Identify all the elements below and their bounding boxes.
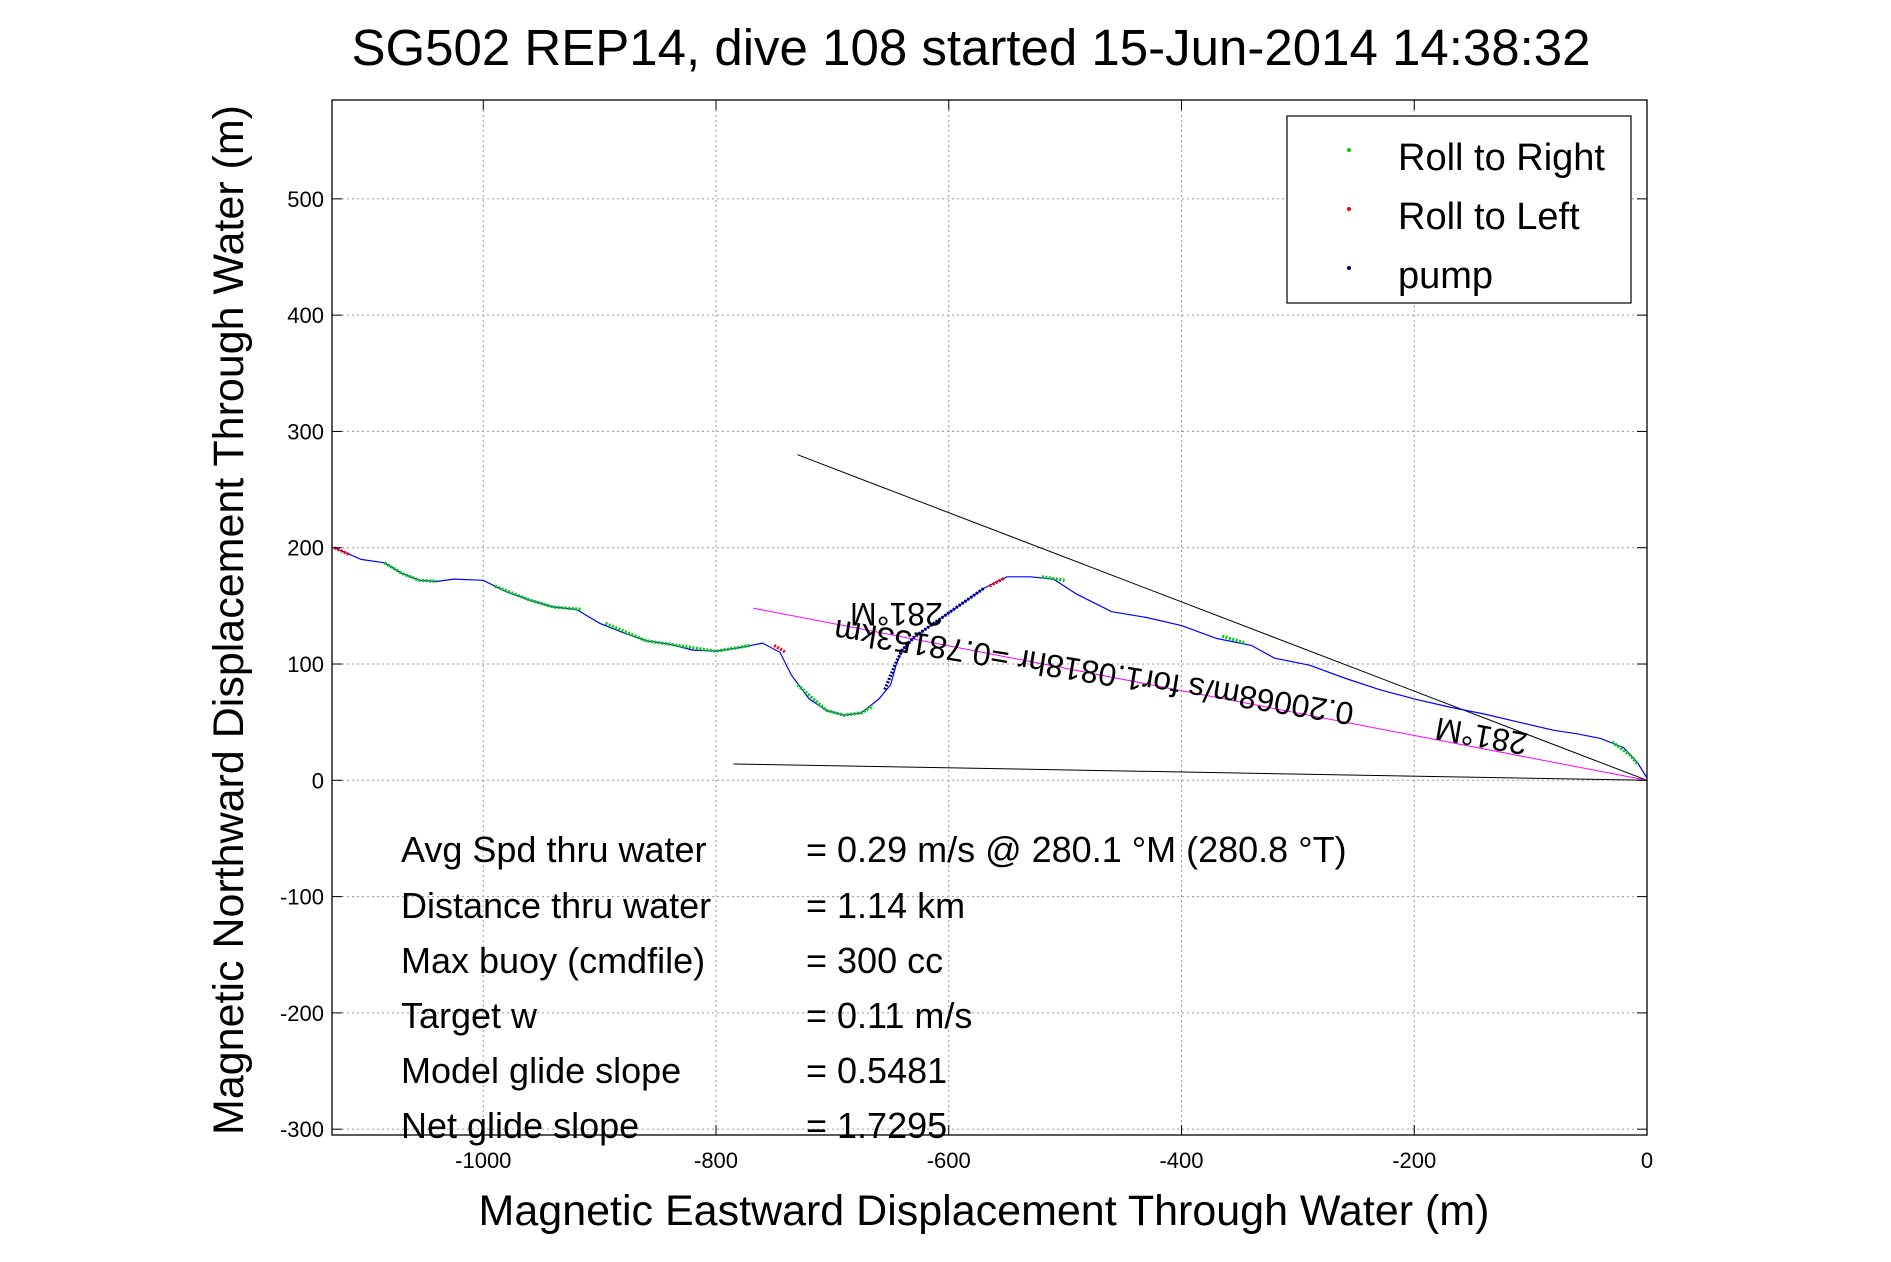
reference-lines (733, 454, 1648, 781)
x-tick-label: 0 (1641, 1148, 1653, 1173)
stat-value-net-glide: = 1.7295 (806, 1105, 947, 1146)
legend-label-roll-right: Roll to Right (1398, 137, 1605, 179)
y-tick-label: -100 (280, 885, 324, 910)
roll-left-segment (333, 546, 351, 557)
stat-value-max-buoy: = 300 cc (806, 940, 943, 981)
roll-right-segment (1221, 634, 1246, 645)
stat-value-distance: = 1.14 km (806, 885, 965, 926)
x-tick-label: -200 (1392, 1148, 1436, 1173)
plot-frame (331, 99, 1648, 1136)
stat-value-avg-speed: = 0.29 m/s @ 280.1 °M (280.8 °T) (806, 829, 1347, 870)
y-tick-label: 500 (287, 187, 324, 212)
y-tick-label: -300 (280, 1117, 324, 1142)
legend-marker-pump (1347, 266, 1351, 270)
y-tick-label: 300 (287, 419, 324, 444)
roll-right-segment (1611, 740, 1639, 766)
legend-box (1286, 115, 1632, 304)
roll-right-segment (604, 621, 752, 653)
stat-value-target-w: = 0.11 m/s (806, 995, 972, 1036)
roll-right-segment (494, 584, 583, 611)
chart-title: SG502 REP14, dive 108 started 15-Jun-201… (351, 19, 1590, 76)
roll-right-segment (1041, 575, 1066, 582)
legend-label-roll-left: Roll to Left (1398, 196, 1580, 238)
y-tick-label: -200 (280, 1001, 324, 1026)
stat-value-model-glide: = 0.5481 (806, 1050, 947, 1091)
roll-markers (333, 546, 1639, 766)
x-tick-label: -800 (694, 1148, 738, 1173)
stat-label-net-glide: Net glide slope (401, 1105, 639, 1146)
x-tick-label: -600 (927, 1148, 971, 1173)
y-tick-label: 200 (287, 536, 324, 561)
y-tick-label: 100 (287, 652, 324, 677)
x-tick-label: -400 (1159, 1148, 1203, 1173)
x-tick-label: -1000 (455, 1148, 511, 1173)
reference-line (797, 454, 1648, 781)
roll-left-segment (773, 644, 787, 654)
roll-right-segment (796, 683, 874, 717)
stat-label-target-w: Target w (401, 995, 538, 1036)
stat-label-model-glide: Model glide slope (401, 1050, 681, 1091)
stats-block: Avg Spd thru water = 0.29 m/s @ 280.1 °M… (401, 829, 1347, 1146)
x-axis-label: Magnetic Eastward Displacement Through W… (479, 1187, 1490, 1235)
legend: Roll to Right Roll to Left pump (1286, 115, 1632, 304)
roll-right-segment (383, 561, 437, 583)
reference-line (733, 763, 1648, 781)
y-tick-label: 0 (312, 768, 324, 793)
roll-left-segment (988, 576, 1006, 588)
legend-marker-roll-left (1347, 207, 1351, 211)
ticks: -1000 -800 -600 -400 -200 0-300-200-100010020… (280, 100, 1653, 1173)
y-axis-label: Magnetic Northward Displacement Through … (205, 105, 253, 1135)
y-tick-label: 400 (287, 303, 324, 328)
legend-marker-roll-right (1347, 148, 1351, 152)
stat-label-avg-speed: Avg Spd thru water (401, 829, 707, 870)
pump-segment (883, 587, 985, 691)
reference-line (753, 607, 1648, 781)
annotation-label: 281°M (850, 596, 943, 632)
stat-label-max-buoy: Max buoy (cmdfile) (401, 940, 705, 981)
stat-label-distance: Distance thru water (401, 885, 711, 926)
legend-label-pump: pump (1398, 255, 1493, 297)
